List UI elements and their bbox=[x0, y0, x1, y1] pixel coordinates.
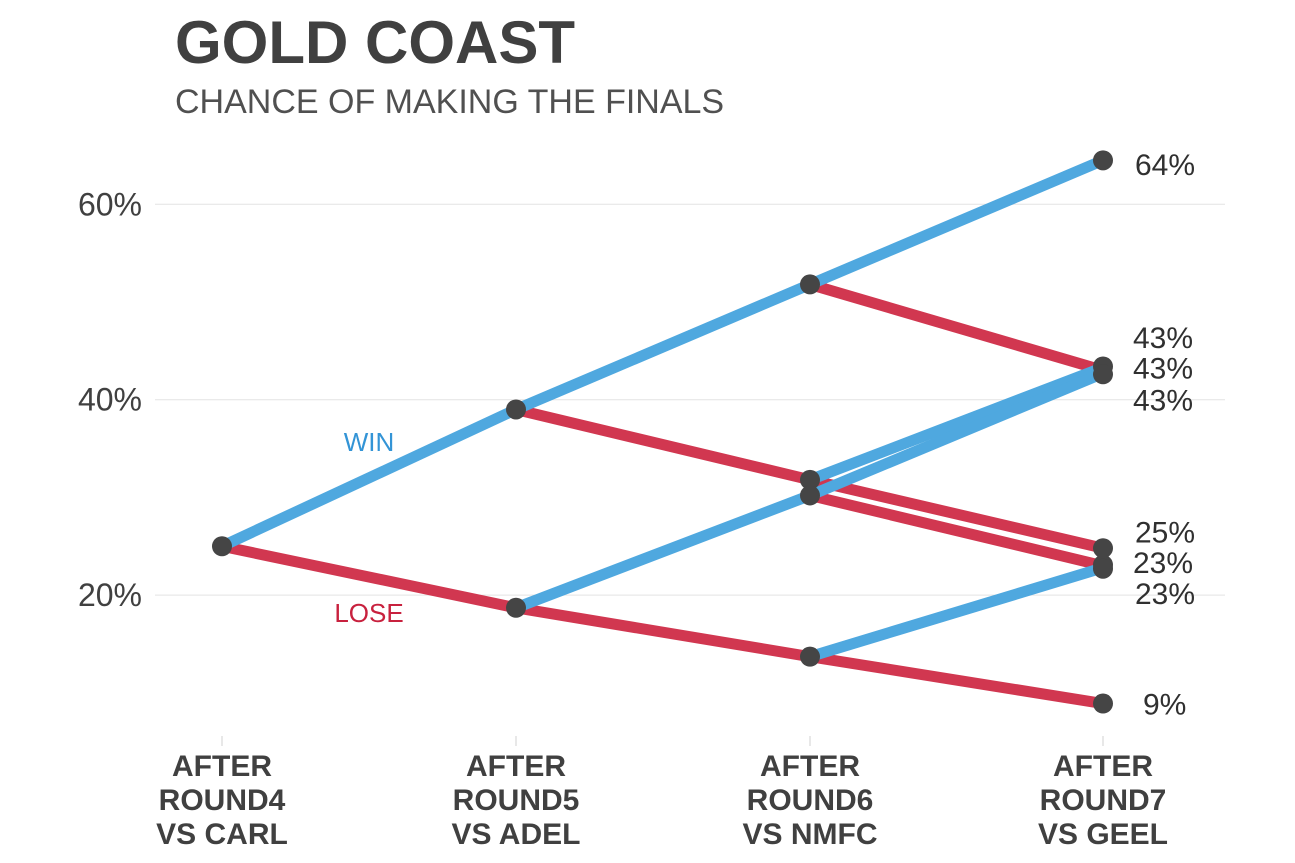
data-point bbox=[800, 485, 820, 506]
data-point bbox=[1093, 150, 1113, 171]
lose-segment bbox=[808, 490, 1105, 572]
chart-title: GOLD COAST bbox=[175, 9, 575, 76]
x-tick-label-line: ROUND5 bbox=[453, 784, 580, 817]
x-tick-label-line: VS ADEL bbox=[452, 818, 581, 851]
lose-segment bbox=[515, 602, 811, 663]
y-tick-label: 20% bbox=[78, 577, 142, 613]
x-tick-label-line: AFTER bbox=[172, 750, 272, 783]
lose-segment bbox=[808, 279, 1105, 376]
end-value-label: 43% bbox=[1133, 385, 1193, 418]
lose-segment bbox=[808, 474, 1105, 554]
data-point bbox=[212, 536, 232, 557]
x-tick-label-line: VS GEEL bbox=[1038, 818, 1168, 851]
data-point bbox=[1093, 693, 1113, 714]
win-segment bbox=[808, 362, 1105, 485]
x-tick-label-line: VS NMFC bbox=[743, 818, 878, 851]
y-axis: 20% 40% 60% bbox=[78, 186, 142, 613]
x-tick-label: AFTER ROUND7 VS GEEL bbox=[1038, 750, 1168, 851]
chart-segments bbox=[219, 155, 1106, 709]
x-tick-label: AFTER ROUND4 VS CARL bbox=[156, 750, 288, 851]
end-value-label: 23% bbox=[1133, 547, 1193, 580]
lose-segment bbox=[514, 404, 812, 486]
data-point bbox=[800, 469, 820, 490]
data-point bbox=[1093, 364, 1113, 385]
win-segment bbox=[807, 155, 1106, 290]
end-value-label: 43% bbox=[1133, 322, 1193, 355]
data-point bbox=[800, 646, 820, 667]
data-point bbox=[506, 399, 526, 420]
end-value-label: 43% bbox=[1133, 352, 1193, 385]
lose-segment bbox=[809, 651, 1104, 709]
x-tick-label: AFTER ROUND5 VS ADEL bbox=[452, 750, 581, 851]
x-tick-label-line: AFTER bbox=[760, 750, 860, 783]
win-segment bbox=[219, 404, 519, 552]
end-value-label: 23% bbox=[1135, 578, 1195, 611]
win-segment bbox=[808, 562, 1105, 662]
win-segment bbox=[513, 279, 813, 415]
win-segment bbox=[514, 490, 812, 613]
y-tick-label: 60% bbox=[78, 186, 142, 222]
lose-label: LOSE bbox=[334, 598, 403, 628]
data-point bbox=[800, 274, 820, 295]
win-segment bbox=[807, 368, 1106, 501]
x-tick-label-line: ROUND7 bbox=[1040, 784, 1167, 817]
x-tick-label-line: AFTER bbox=[466, 750, 566, 783]
x-tick-label: AFTER ROUND6 VS NMFC bbox=[743, 750, 878, 851]
end-labels: 64%43%43%43%25%23%23%9% bbox=[1133, 149, 1195, 721]
chart-nodes bbox=[212, 150, 1113, 714]
y-tick-label: 40% bbox=[78, 382, 142, 418]
lose-segment bbox=[220, 540, 518, 614]
data-point bbox=[1093, 558, 1113, 579]
x-tick-label-line: AFTER bbox=[1053, 750, 1153, 783]
end-value-label: 64% bbox=[1135, 149, 1195, 182]
segment-labels: WIN LOSE bbox=[334, 427, 403, 628]
end-value-label: 25% bbox=[1135, 517, 1195, 550]
data-point bbox=[506, 597, 526, 618]
x-tick-label-line: ROUND4 bbox=[159, 784, 286, 817]
win-label: WIN bbox=[344, 427, 395, 457]
end-value-label: 9% bbox=[1143, 689, 1186, 722]
x-tick-label-line: VS CARL bbox=[156, 818, 288, 851]
x-tick-label-line: ROUND6 bbox=[747, 784, 874, 817]
data-point bbox=[1093, 538, 1113, 559]
chart-subtitle: CHANCE OF MAKING THE FINALS bbox=[175, 83, 725, 121]
